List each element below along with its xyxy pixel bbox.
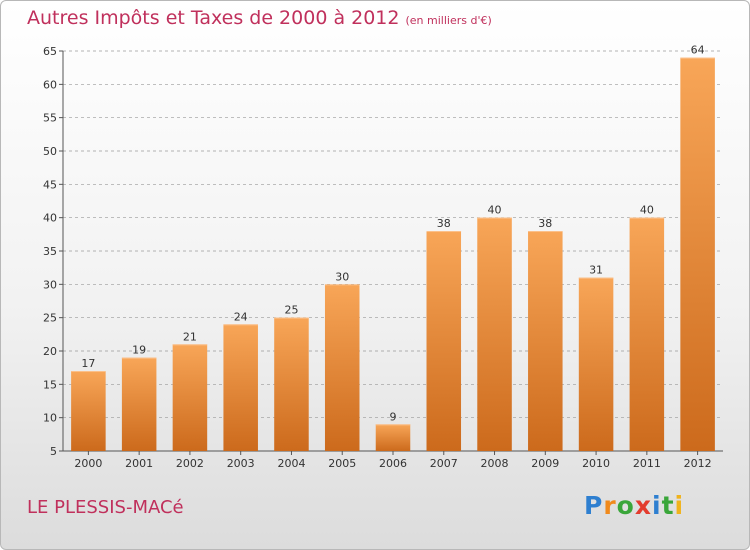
y-tick-label: 60: [43, 78, 57, 91]
proxiti-logo: Proxiti: [584, 491, 684, 520]
logo-letter: r: [603, 491, 617, 520]
bar-2008: [477, 217, 512, 451]
chart-title-main: Autres Impôts et Taxes de 2000 à 2012: [27, 7, 400, 29]
place-name: LE PLESSIS-MACé: [27, 497, 184, 518]
data-label: 17: [81, 357, 95, 370]
y-tick-label: 30: [43, 278, 57, 291]
logo-letter: i: [674, 491, 685, 520]
data-label: 30: [335, 270, 349, 283]
y-tick-label: 55: [43, 112, 57, 125]
logo-letter: P: [584, 491, 604, 520]
data-label: 38: [538, 217, 552, 230]
bars: [71, 57, 715, 452]
bar-2000: [71, 371, 106, 451]
bar-2012: [680, 57, 715, 452]
x-tick-label: 2005: [328, 457, 356, 470]
y-tick-label: 35: [43, 245, 57, 258]
bar-2011: [629, 217, 665, 451]
x-tick-label: 2001: [125, 457, 153, 470]
x-tick-label: 2006: [379, 457, 407, 470]
bar-2009: [528, 231, 563, 451]
x-tick-label: 2009: [531, 457, 559, 470]
bar-2010: [578, 277, 614, 451]
x-tick-label: 2012: [684, 457, 712, 470]
data-label: 40: [640, 204, 654, 217]
bar-2007: [426, 231, 462, 451]
bar-2002: [172, 344, 208, 451]
data-label: 19: [132, 344, 146, 357]
data-label: 24: [234, 310, 248, 323]
x-tick-label: 2011: [633, 457, 661, 470]
y-tick-label: 50: [43, 145, 57, 158]
x-tick-label: 2008: [481, 457, 509, 470]
data-label: 25: [284, 304, 298, 317]
chart-subtitle: (en milliers d'€): [405, 14, 492, 27]
x-tick-label: 2002: [176, 457, 204, 470]
data-label: 64: [691, 44, 705, 57]
x-tick-label: 2004: [277, 457, 305, 470]
logo-letter: x: [634, 491, 652, 520]
y-tick-label: 25: [43, 312, 57, 325]
y-tick-label: 45: [43, 178, 57, 191]
data-label: 38: [437, 217, 451, 230]
x-tick-label: 2003: [227, 457, 255, 470]
y-tick-label: 10: [43, 412, 57, 425]
bar-2003: [223, 324, 258, 451]
data-label: 31: [589, 264, 603, 277]
bar-2005: [324, 284, 360, 451]
x-tick-label: 2010: [582, 457, 610, 470]
y-tick-label: 65: [43, 45, 57, 58]
bar-2001: [121, 357, 157, 451]
logo-letter: i: [652, 491, 662, 520]
x-tick-label: 2000: [74, 457, 102, 470]
data-label: 9: [390, 410, 397, 423]
bar-2004: [274, 317, 309, 451]
grid-lines: [63, 50, 723, 419]
chart-title: Autres Impôts et Taxes de 2000 à 2012 (en…: [27, 7, 492, 29]
bar-2006: [375, 424, 411, 451]
y-tick-label: 5: [50, 445, 57, 458]
x-tick-label: 2007: [430, 457, 458, 470]
data-label: 21: [183, 330, 197, 343]
y-tick-label: 20: [43, 345, 57, 358]
labels: 17 2000 19 2001 21 2002 24 2003 25 2004 30 2005 9 200…: [74, 44, 711, 470]
y-tick-label: 15: [43, 378, 57, 391]
data-label: 40: [488, 204, 502, 217]
y-tick-label: 40: [43, 212, 57, 225]
logo-letter: o: [616, 491, 635, 520]
logo-letter: t: [661, 491, 675, 520]
